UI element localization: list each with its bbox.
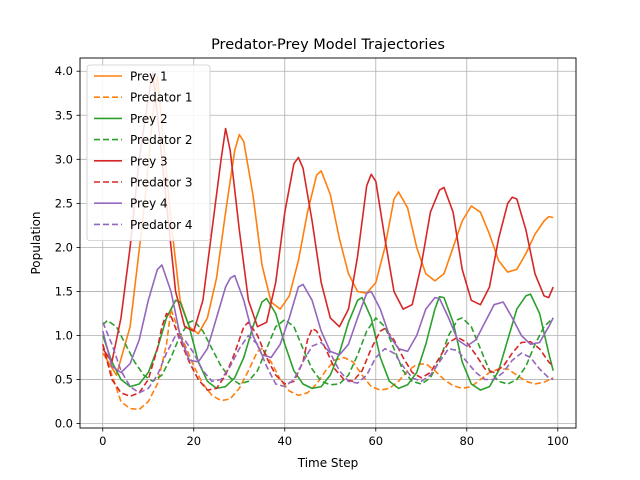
x-axis-label: Time Step [297,456,359,470]
legend-label: Predator 3 [130,176,192,190]
y-tick-label: 3.5 [55,108,73,122]
x-tick-label: 20 [186,434,201,448]
y-tick-label: 3.0 [55,152,73,166]
series-line-predator-2 [102,317,554,386]
x-tick-label: 60 [368,434,383,448]
x-tick-label: 80 [459,434,474,448]
series-line-prey-2 [102,293,554,391]
y-tick-label: 4.0 [55,64,73,78]
plot-frame [79,57,577,429]
chart-title: Predator-Prey Model Trajectories [211,37,445,53]
legend-label: Predator 1 [130,91,192,105]
series-line-predator-4 [102,321,554,394]
legend-label: Prey 1 [130,70,168,84]
legend-label: Predator 4 [130,218,192,232]
series-line-prey-4 [102,264,554,374]
legend-box [86,64,211,242]
y-tick-label: 0.5 [55,373,73,387]
y-tick-label: 1.0 [55,329,73,343]
series-layer [102,72,554,411]
axis-ticks: 0 20 40 60 80 100 0.0 0.5 1.0 1.5 2.0 2.5 3.0 3.5 4.0 [55,64,569,448]
legend: Prey 1 Predator 1 Prey 2 Predator 2 Prey 3 Pr… [86,64,211,242]
y-tick-label: 1.5 [55,284,73,298]
y-axis-label: Population [29,211,43,274]
series-line-predator-1 [102,308,554,411]
legend-label: Prey 3 [130,154,168,168]
y-tick-label: 2.0 [55,240,73,254]
y-tick-label: 2.5 [55,196,73,210]
x-tick-label: 100 [547,434,569,448]
series-line-prey-3 [102,72,554,363]
x-tick-label: 40 [277,434,292,448]
legend-label: Predator 2 [130,133,192,147]
legend-label: Prey 2 [130,112,168,126]
x-tick-label: 0 [99,434,106,448]
legend-label: Prey 4 [130,197,168,211]
series-line-predator-3 [102,312,554,398]
y-tick-label: 0.0 [55,417,73,431]
